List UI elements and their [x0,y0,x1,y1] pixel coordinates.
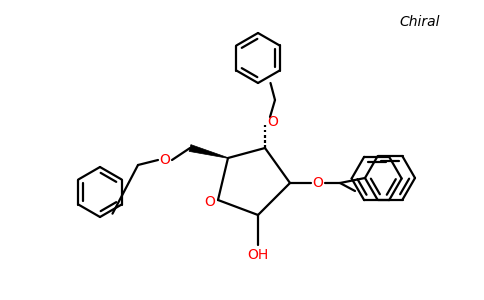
Text: OH: OH [247,248,269,262]
Text: O: O [268,115,278,129]
Polygon shape [189,145,228,158]
Text: O: O [160,153,170,167]
Text: Chiral: Chiral [400,15,440,29]
Text: O: O [205,195,215,209]
Text: O: O [313,176,323,190]
